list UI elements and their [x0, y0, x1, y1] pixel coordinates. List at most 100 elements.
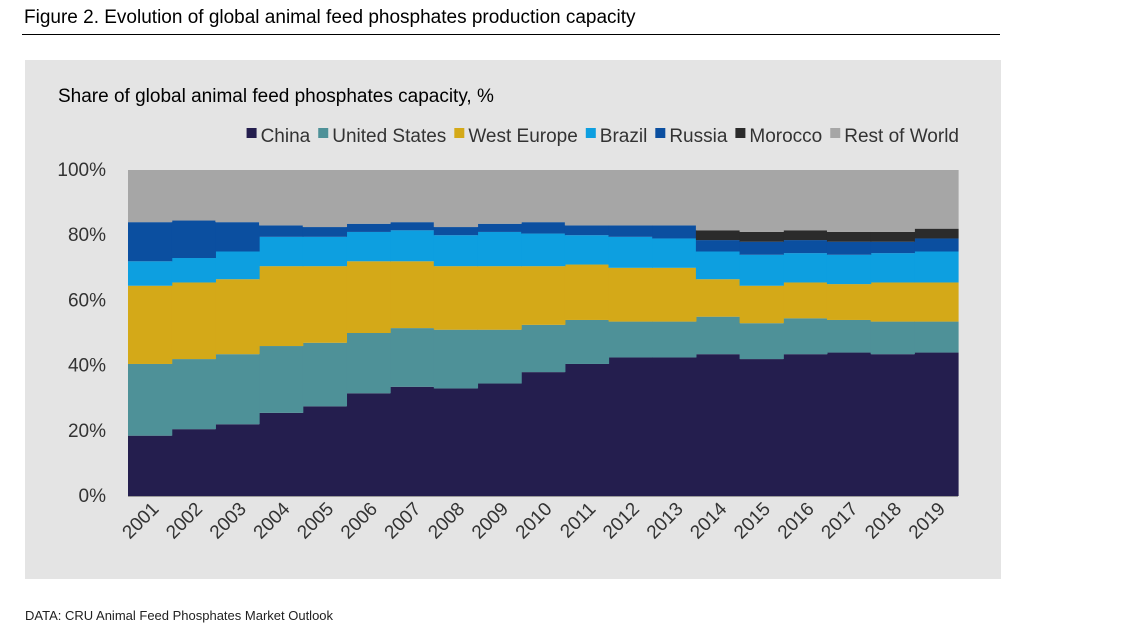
area-segment-west-europe-2009	[477, 266, 522, 330]
area-segment-china-2006	[346, 393, 391, 496]
area-segment-brazil-2003	[215, 251, 260, 280]
area-segment-rest-of-world-2008	[433, 170, 479, 228]
area-segment-rest-of-world-2015	[739, 170, 784, 232]
area-segment-brazil-2012	[608, 236, 653, 268]
source-note: DATA: CRU Animal Feed Phosphates Market …	[25, 608, 334, 623]
area-segment-russia-2018	[870, 241, 915, 254]
area-segment-west-europe-2003	[215, 279, 260, 355]
area-segment-west-europe-2010	[521, 266, 566, 325]
series-brazil	[128, 230, 959, 286]
area-segment-morocco-2019	[914, 228, 959, 239]
area-segment-rest-of-world-2010	[521, 170, 566, 223]
legend: China United States West Europe Brazil Russi…	[246, 126, 959, 147]
area-segment-morocco-2018	[870, 231, 915, 242]
area-segment-united-states-2002	[171, 359, 216, 430]
x-tick-label: 2012	[599, 499, 644, 544]
area-segment-west-europe-2014	[695, 279, 741, 317]
area-segment-rest-of-world-2002	[171, 170, 216, 221]
area-segment-china-2018	[870, 354, 915, 496]
series-united-states	[128, 316, 959, 436]
chart-panel: Share of global animal feed phosphates c…	[25, 60, 1001, 579]
x-tick-label: 2005	[293, 499, 338, 544]
area-segment-russia-2010	[521, 222, 566, 234]
area-segment-west-europe-2019	[914, 282, 959, 322]
legend-swatch-morocco	[735, 128, 746, 138]
area-segment-brazil-2010	[521, 233, 566, 267]
area-segment-united-states-2008	[433, 329, 479, 389]
area-segment-china-2004	[259, 412, 304, 496]
area-segment-west-europe-2006	[346, 261, 391, 333]
y-tick-label: 60%	[68, 290, 106, 311]
title-rule	[22, 34, 1000, 35]
area-segment-morocco-2014	[695, 230, 741, 241]
area-segment-brazil-2017	[826, 254, 872, 285]
figure-title: Figure 2. Evolution of global animal fee…	[24, 7, 636, 28]
x-tick-label: 2004	[250, 498, 295, 543]
area-segment-russia-2019	[914, 238, 959, 252]
area-segment-russia-2012	[608, 225, 653, 237]
area-segment-russia-2015	[739, 241, 784, 255]
area-segment-united-states-2010	[521, 324, 566, 373]
area-segment-china-2016	[783, 354, 828, 496]
area-segment-brazil-2015	[739, 254, 784, 286]
area-segment-china-2012	[608, 357, 653, 496]
area-segment-united-states-2007	[390, 328, 435, 387]
area-segment-rest-of-world-2018	[870, 170, 915, 232]
y-tick-label: 40%	[68, 356, 106, 377]
x-tick-label: 2009	[468, 499, 513, 544]
area-segment-rest-of-world-2019	[914, 170, 959, 229]
area-segment-united-states-2014	[695, 316, 741, 355]
area-segment-west-europe-2017	[826, 284, 872, 320]
area-segment-brazil-2008	[433, 235, 479, 267]
area-segment-china-2015	[739, 359, 784, 496]
area-segment-china-2008	[433, 388, 479, 496]
area-segment-rest-of-world-2017	[826, 170, 872, 232]
area-segment-brazil-2006	[346, 231, 391, 262]
area-segment-rest-of-world-2006	[346, 170, 391, 224]
chart-title: Share of global animal feed phosphates c…	[58, 86, 494, 107]
area-segment-russia-2011	[564, 225, 610, 236]
legend-label-rest-of-world: Rest of World	[844, 126, 959, 147]
area-segment-china-2009	[477, 383, 522, 496]
area-segment-united-states-2015	[739, 323, 784, 360]
area-segment-russia-2009	[477, 223, 522, 232]
area-segment-rest-of-world-2013	[652, 170, 697, 226]
legend-label-west-europe: West Europe	[468, 126, 577, 147]
area-segment-west-europe-2013	[652, 267, 697, 322]
area-segment-united-states-2011	[564, 319, 610, 364]
x-tick-label: 2002	[162, 499, 207, 544]
y-tick-label: 0%	[79, 486, 107, 507]
area-segment-united-states-2012	[608, 321, 653, 358]
area-segment-west-europe-2015	[739, 285, 784, 324]
area-segment-united-states-2013	[652, 321, 697, 358]
area-segment-west-europe-2012	[608, 267, 653, 322]
area-segment-united-states-2017	[826, 319, 872, 353]
area-segment-west-europe-2008	[433, 266, 479, 330]
stacked-area-chart: Share of global animal feed phosphates c…	[57, 86, 959, 544]
y-tick-label: 80%	[68, 225, 106, 246]
area-segment-russia-2017	[826, 241, 872, 255]
area-segment-united-states-2019	[914, 321, 959, 353]
series-china	[128, 352, 959, 496]
area-segment-rest-of-world-2007	[390, 170, 435, 223]
legend-swatch-rest-of-world	[830, 128, 841, 138]
y-axis: 0% 20% 40% 60% 80% 100%	[57, 160, 106, 507]
x-tick-label: 2006	[337, 499, 382, 544]
x-tick-label: 2016	[774, 499, 819, 544]
area-segment-rest-of-world-2016	[783, 170, 828, 231]
legend-swatch-china	[246, 128, 257, 138]
area-segment-west-europe-2004	[259, 266, 304, 347]
x-tick-label: 2017	[818, 499, 863, 544]
area-segment-china-2002	[171, 429, 216, 496]
y-tick-label: 100%	[57, 160, 106, 181]
area-segment-china-2013	[652, 357, 697, 496]
area-segment-russia-2002	[171, 220, 216, 259]
legend-label-brazil: Brazil	[600, 126, 648, 147]
area-segment-west-europe-2001	[128, 285, 173, 364]
area-segment-russia-2004	[259, 225, 304, 237]
area-segment-brazil-2007	[390, 230, 435, 262]
area-segment-china-2001	[128, 435, 173, 496]
x-axis: 2001200220032004200520062007200820092010…	[119, 496, 958, 544]
area-segment-united-states-2018	[870, 321, 915, 355]
area-segment-rest-of-world-2001	[128, 170, 173, 223]
